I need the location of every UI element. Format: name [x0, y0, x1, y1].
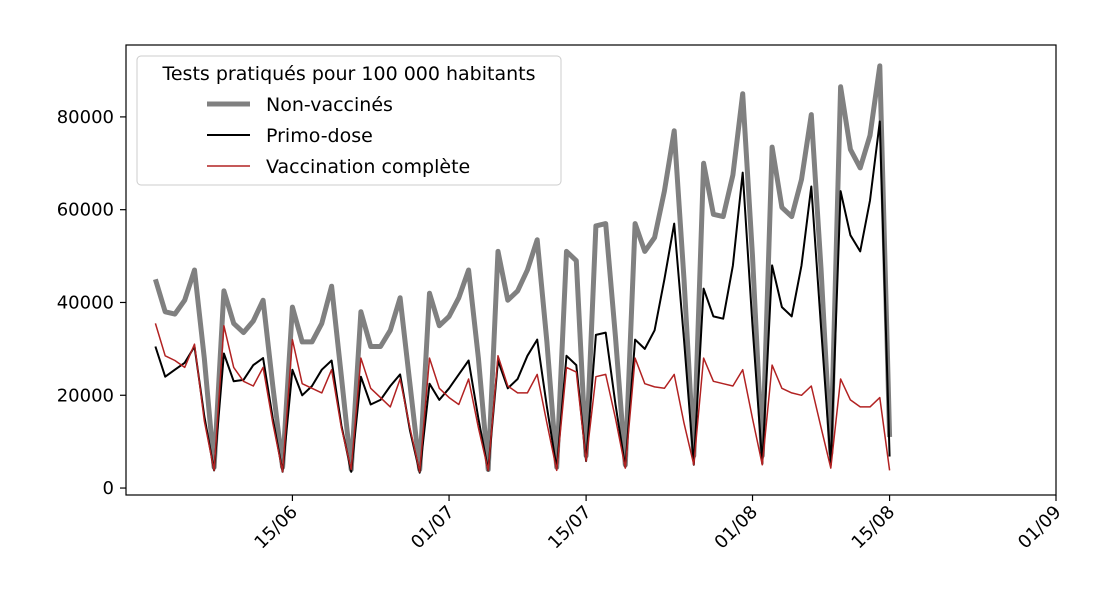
- legend-box: [136, 55, 562, 186]
- series-line-3: [154, 323, 891, 473]
- series-line-1: [153, 63, 893, 472]
- y-tick-label: 0: [103, 478, 114, 499]
- series-layer: [153, 63, 893, 474]
- legend-entries: Non-vaccinés Primo-dose Vaccination complè…: [207, 94, 470, 178]
- legend-label: Primo-dose: [266, 125, 373, 147]
- y-axis: 0 20000 40000 60000 80000: [57, 107, 126, 499]
- legend-label: Vaccination complète: [266, 156, 470, 178]
- y-tick-label: 60000: [57, 200, 114, 221]
- y-tick-label: 40000: [57, 292, 114, 313]
- y-tick-label: 80000: [57, 107, 114, 128]
- legend: Tests pratiqués pour 100 000 habitants N…: [136, 55, 562, 186]
- y-tick-label: 20000: [57, 385, 114, 406]
- plot-frame: [125, 44, 1057, 496]
- legend-label: Non-vaccinés: [266, 94, 393, 116]
- legend-title: Tests pratiqués pour 100 000 habitants: [161, 63, 535, 85]
